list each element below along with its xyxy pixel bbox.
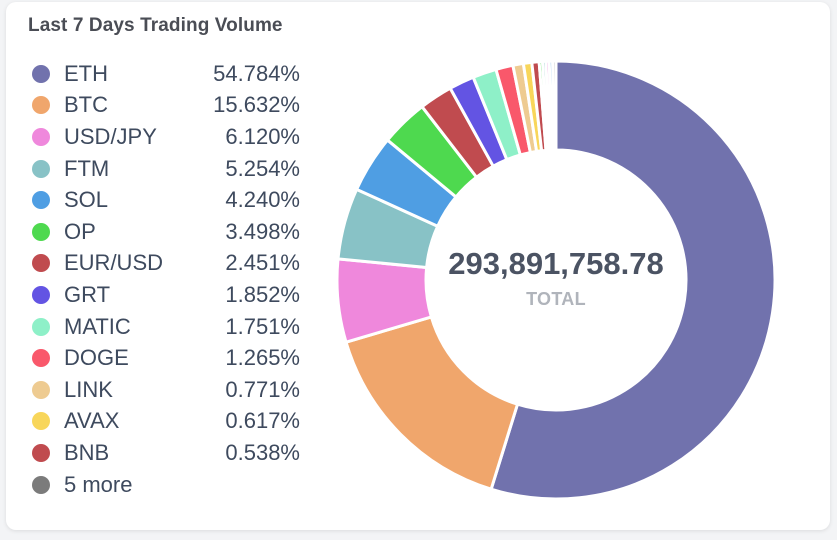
legend-swatch [32, 349, 50, 368]
legend-swatch [32, 317, 50, 336]
legend-item[interactable]: EUR/USD 2.451% [30, 248, 300, 280]
legend-value: 0.617% [225, 408, 300, 434]
legend-label: ETH [64, 60, 108, 86]
legend-item[interactable]: DOGE 1.265% [30, 342, 300, 374]
legend-label: USD/JPY [64, 123, 157, 149]
legend-item[interactable]: OP 3.498% [30, 216, 300, 248]
legend-swatch [32, 443, 50, 462]
legend-label: MATIC [64, 313, 131, 339]
legend-item[interactable]: ETH 54.784% [30, 58, 300, 90]
legend-value: 4.240% [225, 187, 300, 213]
legend-item[interactable]: AVAX 0.617% [30, 406, 300, 438]
legend-swatch [32, 96, 50, 115]
legend-value: 0.538% [225, 439, 300, 465]
donut-slice[interactable] [489, 59, 777, 501]
legend-swatch [32, 159, 50, 178]
donut-slice-other[interactable] [551, 59, 558, 152]
legend-item[interactable]: MATIC 1.751% [30, 311, 300, 343]
legend-swatch [32, 127, 50, 146]
legend-value: 15.632% [213, 92, 300, 118]
legend-label: SOL [64, 187, 109, 213]
legend-swatch [32, 191, 50, 210]
legend-label: BNB [64, 439, 110, 465]
legend-label: DOGE [64, 345, 129, 371]
legend-label: GRT [64, 281, 111, 307]
legend-value: 0.771% [225, 376, 300, 402]
legend-swatch [32, 222, 50, 241]
legend-value: 1.852% [225, 281, 300, 307]
legend-value: 54.784% [213, 60, 300, 86]
total-value: 293,891,758.78 [448, 246, 664, 281]
legend-swatch [32, 254, 50, 273]
legend-value: 1.265% [225, 345, 300, 371]
legend-swatch [32, 412, 50, 431]
donut-slice[interactable] [344, 315, 520, 491]
legend-item[interactable]: GRT 1.852% [30, 279, 300, 311]
legend-item[interactable]: SOL 4.240% [30, 184, 300, 216]
legend-label: AVAX [64, 408, 120, 434]
legend-value: 3.498% [225, 218, 300, 244]
legend-value: 2.451% [225, 250, 300, 276]
legend-swatch [32, 285, 50, 304]
legend-label: FTM [64, 155, 110, 181]
legend-item[interactable]: 5 more [30, 469, 300, 501]
legend-value: 5.254% [225, 155, 300, 181]
legend-swatch [32, 64, 50, 83]
legend-item[interactable]: BNB 0.538% [30, 437, 300, 469]
legend-label: OP [64, 218, 96, 244]
total-label: TOTAL [526, 289, 586, 309]
legend-label: LINK [64, 376, 113, 402]
chart-legend: ETH 54.784% BTC 15.632% USD/JPY 6.120% FTM 5.25… [30, 58, 300, 500]
legend-item[interactable]: FTM 5.254% [30, 153, 300, 185]
legend-item[interactable]: USD/JPY 6.120% [30, 121, 300, 153]
legend-item[interactable]: BTC 15.632% [30, 90, 300, 122]
legend-swatch [32, 380, 50, 399]
legend-value: 6.120% [225, 123, 300, 149]
legend-swatch [32, 475, 50, 494]
legend-label: 5 more [64, 471, 133, 497]
legend-label: BTC [64, 92, 108, 118]
chart-title: Last 7 Days Trading Volume [28, 15, 283, 36]
donut-chart [335, 59, 777, 501]
legend-value: 1.751% [225, 313, 300, 339]
legend-item[interactable]: LINK 0.771% [30, 374, 300, 406]
legend-label: EUR/USD [64, 250, 164, 276]
